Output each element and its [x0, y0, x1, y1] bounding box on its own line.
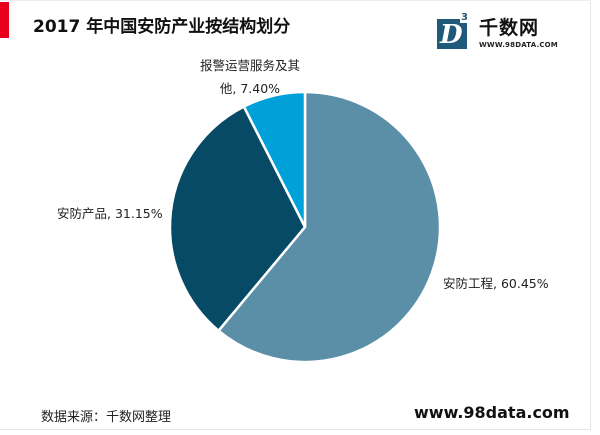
top-divider — [0, 0, 591, 1]
chart-title: 2017 年中国安防产业按结构划分 — [33, 17, 291, 37]
logo-mark-letter: D — [440, 20, 463, 50]
logo-url: WWW.98DATA.COM — [479, 41, 558, 49]
logo-mark-superscript: 3 — [460, 12, 469, 23]
website-watermark: www.98data.com — [414, 403, 570, 422]
slice-label-line1: 报警运营服务及其 — [199, 58, 300, 73]
data-source-note: 数据来源：千数网整理 — [41, 410, 172, 425]
slice-label-line2: 他, 7.40% — [219, 81, 281, 96]
slice-label-security-products: 安防产品, 31.15% — [57, 206, 163, 221]
slice-alarm-services — [242, 90, 307, 229]
title-accent-bar — [0, 2, 9, 38]
slice-security-engineering — [217, 90, 442, 364]
slice-label-alarm-services: 报警运营服务及其 他, 7.40% — [150, 54, 350, 100]
logo-name: 千数网 — [479, 17, 540, 39]
brand-logo: D 3 千数网 WWW.98DATA.COM — [437, 13, 558, 55]
chart-frame — [0, 0, 591, 430]
logo-mark-icon: D — [437, 19, 467, 50]
slice-label-security-engineering: 安防工程, 60.45% — [443, 276, 549, 291]
pie-slices — [168, 90, 442, 364]
